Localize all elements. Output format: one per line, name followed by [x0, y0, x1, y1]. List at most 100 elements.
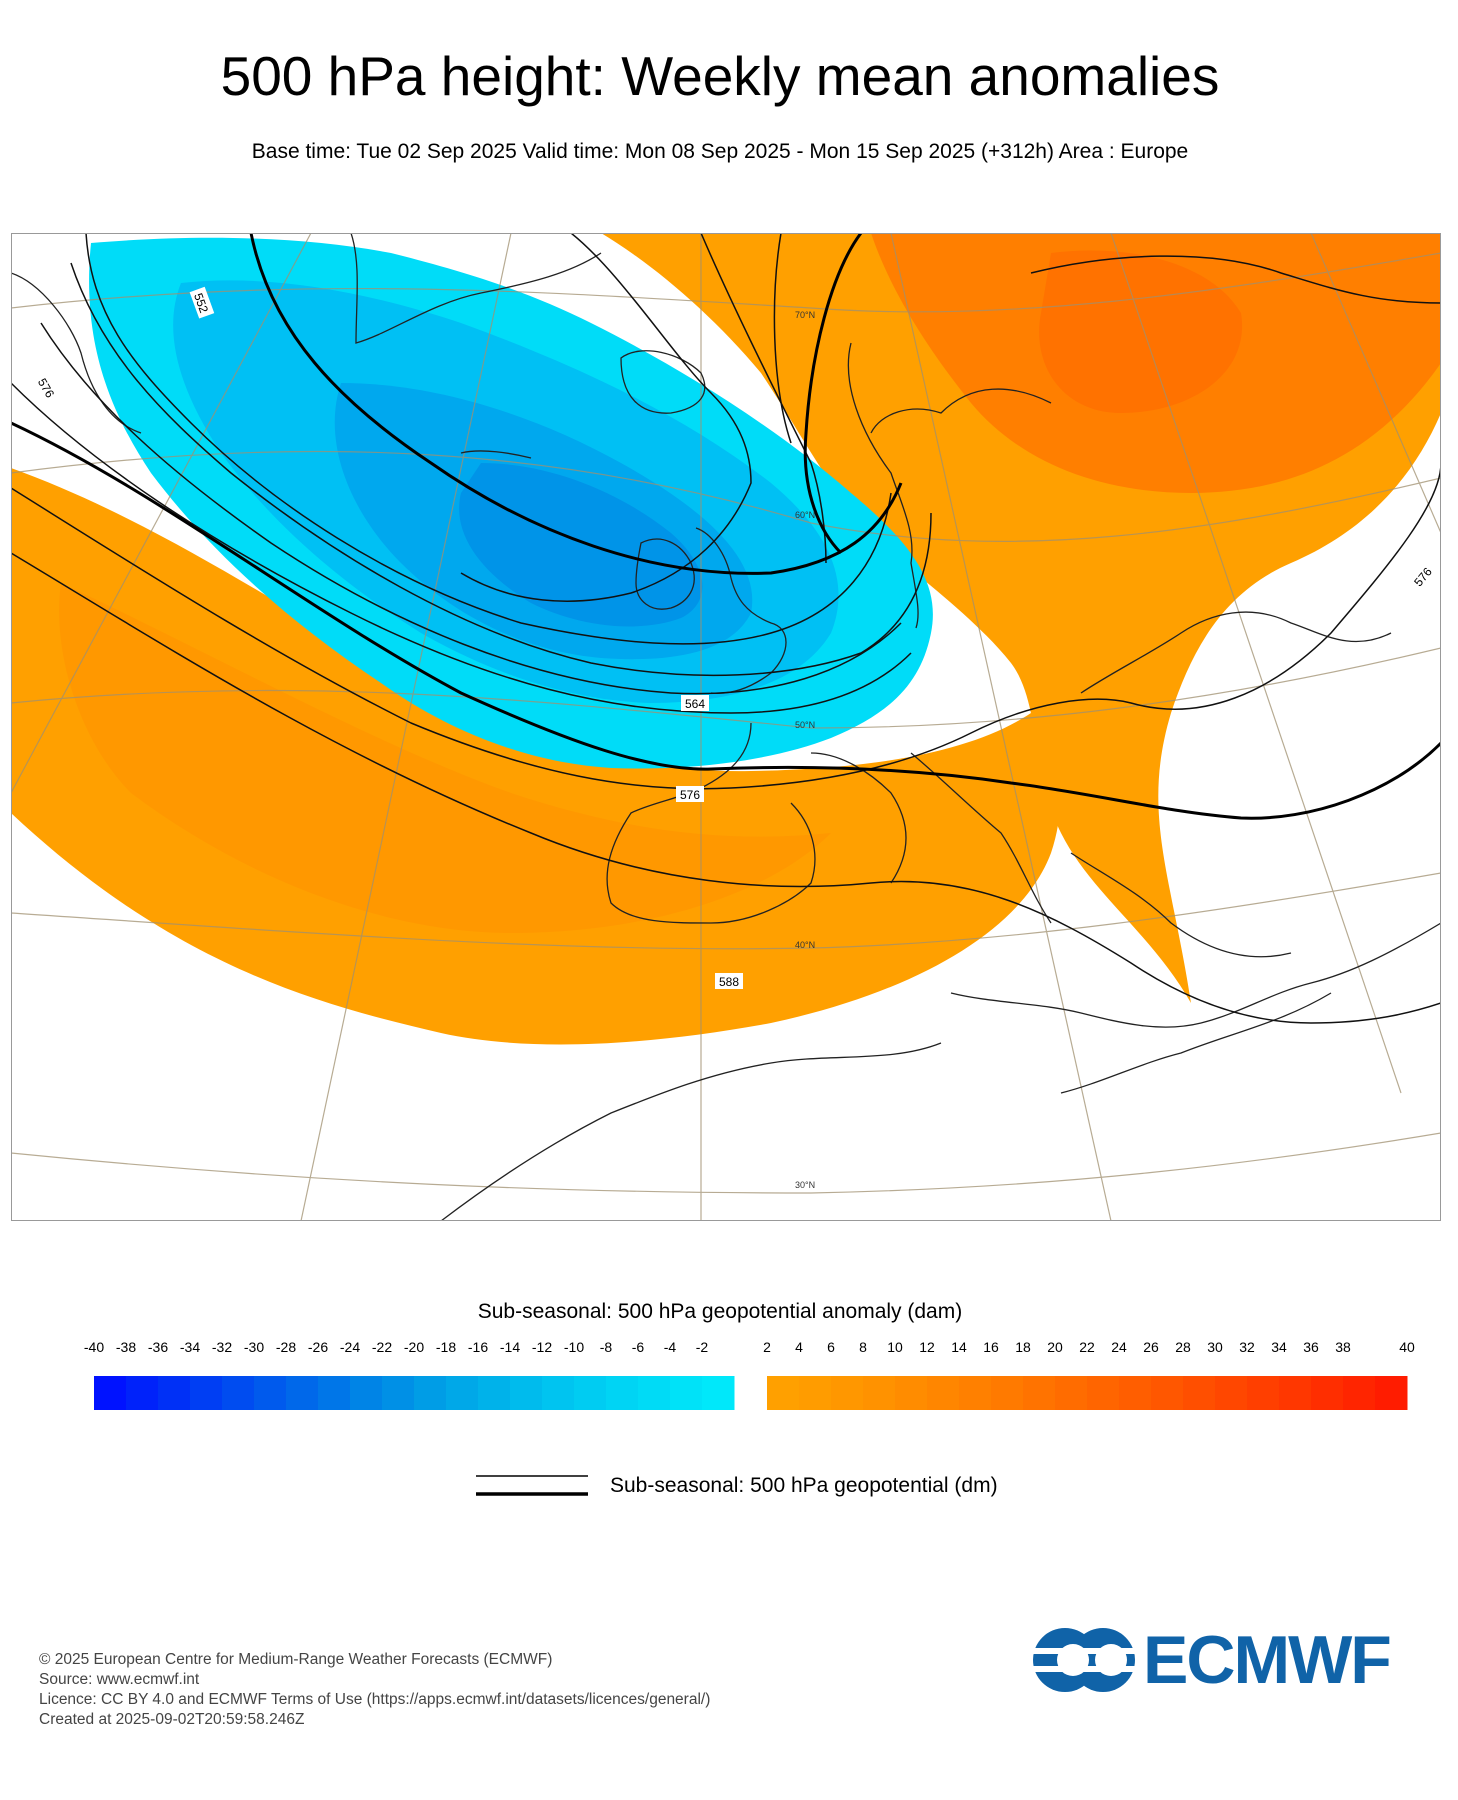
colorbar-tick-label: 20	[1047, 1339, 1063, 1355]
positive-anomaly-southwest-inner	[59, 583, 831, 933]
chart-subtitle: Base time: Tue 02 Sep 2025 Valid time: M…	[251, 140, 1189, 163]
colorbar-tick-label: 24	[1111, 1339, 1127, 1355]
colorbar-negative-swatches	[94, 1376, 735, 1410]
colorbar-swatch	[895, 1376, 928, 1410]
colorbar-tick-label: -4	[664, 1339, 677, 1355]
colorbar-tick-label: 6	[827, 1339, 835, 1355]
negative-anomaly-atlantic-core	[459, 463, 703, 627]
colorbar-swatch	[478, 1376, 511, 1410]
colorbar-tick-label: -26	[308, 1339, 328, 1355]
colorbar-positive-ticks: 2 4 6 8 10 12 14 16 18 20 22 24 26 28 30 32 34 36 38 40	[763, 1339, 1415, 1355]
colorbar-title: Sub-seasonal: 500 hPa geopotential anoma…	[477, 1300, 963, 1323]
colorbar-tick-label: 28	[1175, 1339, 1191, 1355]
colorbar: -40 -38 -36 -34 -32 -30 -28 -26 -24 -22 -20 -18 -16-…	[84, 1339, 1415, 1410]
contour-label-588: 588	[719, 975, 739, 989]
colorbar-tick-label: -22	[372, 1339, 392, 1355]
colorbar-tick-label: 22	[1079, 1339, 1095, 1355]
colorbar-swatch	[863, 1376, 896, 1410]
colorbar-swatch	[1279, 1376, 1312, 1410]
coastlines	[11, 233, 1441, 1221]
contour-label-576: 576	[680, 788, 700, 802]
colorbar-swatch	[1151, 1376, 1184, 1410]
colorbar-tick-label: -16	[468, 1339, 488, 1355]
colorbar-tick-label: -36	[148, 1339, 168, 1355]
footer-source: Source: www.ecmwf.int	[39, 1671, 200, 1688]
colorbar-tick-label: 2	[763, 1339, 771, 1355]
chart-title: 500 hPa height: Weekly mean anomalies	[220, 45, 1220, 107]
colorbar-tick-label: 32	[1239, 1339, 1255, 1355]
colorbar-swatch	[799, 1376, 832, 1410]
colorbar-tick-label: -6	[632, 1339, 645, 1355]
colorbar-swatch	[574, 1376, 607, 1410]
colorbar-positive-swatches	[767, 1376, 1408, 1410]
contour-line-legend-icon	[476, 1475, 588, 1496]
colorbar-swatch	[1055, 1376, 1088, 1410]
colorbar-swatch	[286, 1376, 319, 1410]
colorbar-swatch	[414, 1376, 447, 1410]
colorbar-tick-label: -20	[404, 1339, 424, 1355]
colorbar-swatch	[94, 1376, 127, 1410]
geopotential-contours-thick	[11, 233, 1441, 820]
colorbar-tick-label: 16	[983, 1339, 999, 1355]
ecmwf-logo-text: ECMWF	[1143, 1622, 1390, 1698]
colorbar-tick-label: 14	[951, 1339, 967, 1355]
colorbar-swatch	[1023, 1376, 1056, 1410]
anomaly-map: 552 564 576 576 576 588 70°N 60°N 50°N 4…	[11, 233, 1441, 1221]
ecmwf-logo-mark	[1029, 1628, 1149, 1692]
colorbar-swatch	[350, 1376, 383, 1410]
colorbar-swatch	[542, 1376, 575, 1410]
colorbar-swatch	[510, 1376, 543, 1410]
lat-label-50n: 50°N	[795, 720, 815, 730]
colorbar-negative-ticks: -40 -38 -36 -34 -32 -30 -28 -26 -24 -22 -20 -18 -16-…	[84, 1339, 709, 1355]
colorbar-swatch	[959, 1376, 992, 1410]
colorbar-tick-label: 12	[919, 1339, 935, 1355]
colorbar-tick-label: -34	[180, 1339, 200, 1355]
graticule	[11, 233, 1441, 1221]
colorbar-swatch	[126, 1376, 159, 1410]
colorbar-swatch	[1215, 1376, 1248, 1410]
colorbar-swatch	[991, 1376, 1024, 1410]
latitude-labels: 70°N 60°N 50°N 40°N 30°N	[795, 310, 815, 1190]
colorbar-swatch	[1247, 1376, 1280, 1410]
colorbar-swatch	[1119, 1376, 1152, 1410]
colorbar-swatch	[702, 1376, 735, 1410]
lat-label-70n: 70°N	[795, 310, 815, 320]
map-frame	[11, 233, 1441, 1221]
colorbar-tick-label: 8	[859, 1339, 867, 1355]
colorbar-swatch	[1183, 1376, 1216, 1410]
colorbar-tick-label: -24	[340, 1339, 360, 1355]
colorbar-swatch	[927, 1376, 960, 1410]
contour-line-legend-label: Sub-seasonal: 500 hPa geopotential (dm)	[610, 1474, 998, 1497]
colorbar-tick-label: -30	[244, 1339, 264, 1355]
footer-created: Created at 2025-09-02T20:59:58.246Z	[39, 1711, 305, 1728]
colorbar-tick-label: -40	[84, 1339, 104, 1355]
colorbar-swatch	[318, 1376, 351, 1410]
colorbar-swatch	[1311, 1376, 1344, 1410]
lat-label-30n: 30°N	[795, 1180, 815, 1190]
colorbar-swatch	[254, 1376, 287, 1410]
colorbar-tick-label: 18	[1015, 1339, 1031, 1355]
colorbar-swatch	[670, 1376, 703, 1410]
colorbar-swatch	[1343, 1376, 1376, 1410]
contour-label-564: 564	[685, 697, 705, 711]
colorbar-tick-label: -38	[116, 1339, 136, 1355]
contour-labels: 552 564 576 576 576 588	[32, 286, 1438, 989]
colorbar-swatch	[638, 1376, 671, 1410]
colorbar-tick-label: -14	[500, 1339, 520, 1355]
colorbar-tick-label: -28	[276, 1339, 296, 1355]
geopotential-contours	[11, 233, 1441, 1024]
colorbar-tick-label: 40	[1399, 1339, 1415, 1355]
footer: © 2025 European Centre for Medium-Range …	[39, 1650, 710, 1730]
colorbar-tick-label: -2	[696, 1339, 709, 1355]
footer-copyright: © 2025 European Centre for Medium-Range …	[39, 1651, 553, 1668]
colorbar-tick-label: 34	[1271, 1339, 1287, 1355]
colorbar-swatch	[767, 1376, 800, 1410]
colorbar-tick-label: -8	[600, 1339, 613, 1355]
colorbar-tick-label: 30	[1207, 1339, 1223, 1355]
positive-anomaly-northeast-peak	[1039, 250, 1243, 413]
colorbar-tick-label: -10	[564, 1339, 584, 1355]
colorbar-tick-label: -18	[436, 1339, 456, 1355]
colorbar-swatch	[222, 1376, 255, 1410]
colorbar-swatch	[190, 1376, 223, 1410]
contour-label-552: 552	[191, 291, 211, 315]
